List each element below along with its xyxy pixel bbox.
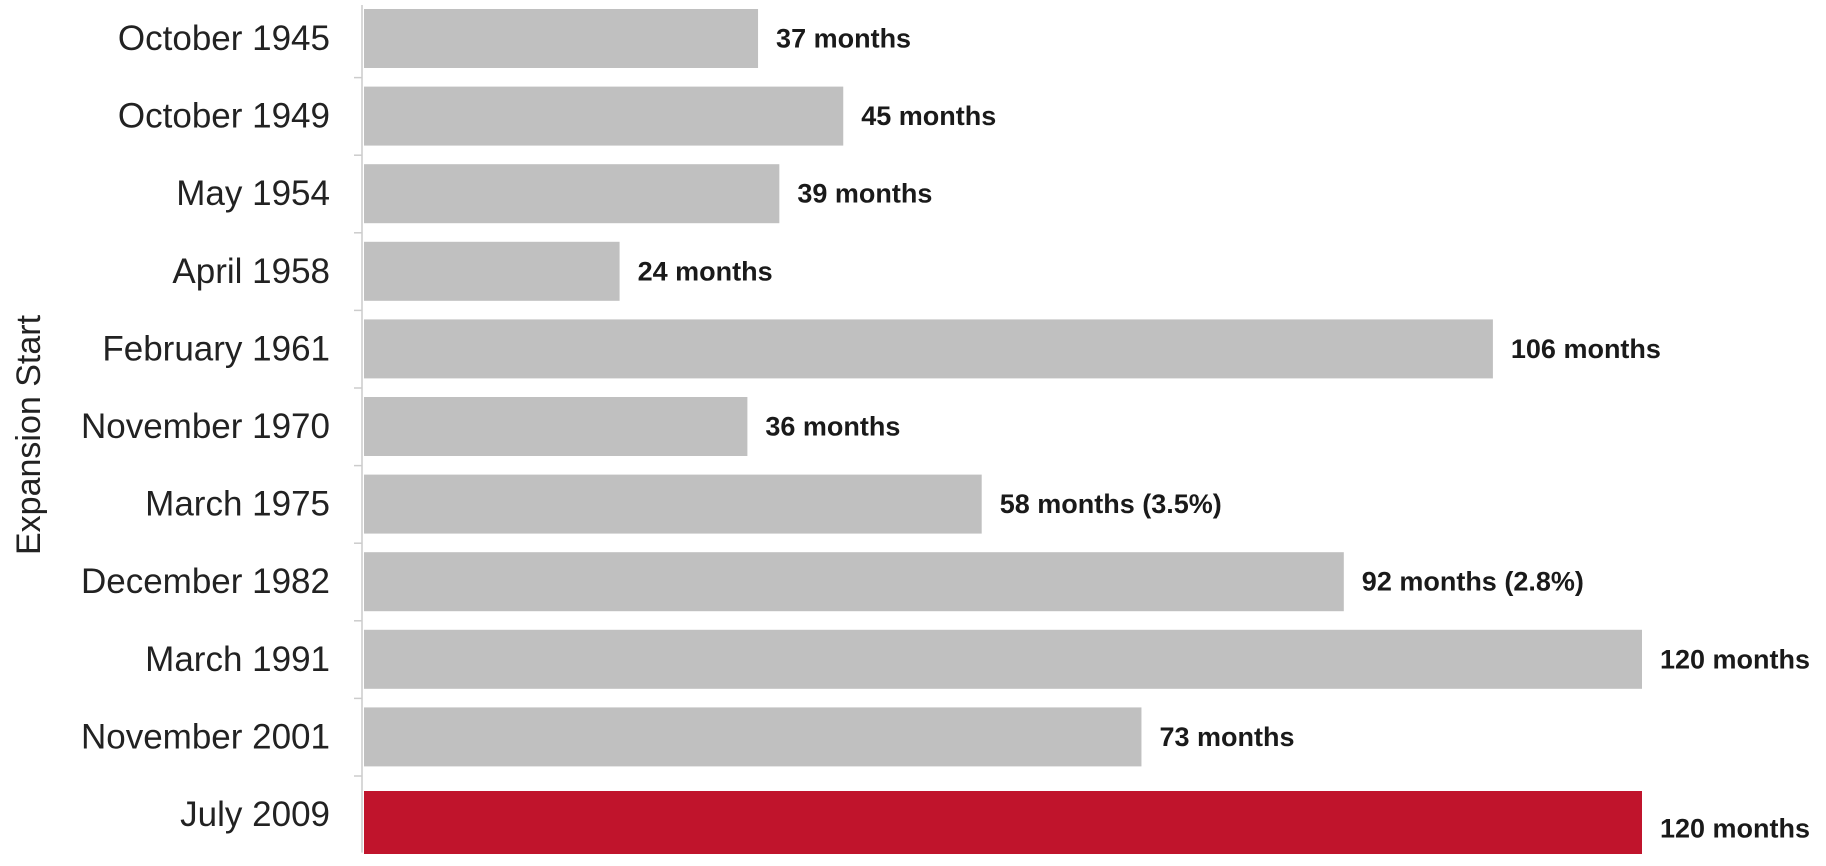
bar-data-label: 39 months [797,179,932,209]
category-tick-label: March 1991 [145,640,330,679]
category-tick-label: November 1970 [81,407,330,446]
bar [364,9,759,68]
y-axis-label: Expansion Start [10,314,48,555]
bar-data-label: 120 months [1660,644,1810,674]
bar [364,86,844,146]
bar-data-label: 37 months [776,24,911,54]
bar [364,164,780,224]
bar [364,319,1493,379]
axis-layer [354,5,363,853]
bar [364,791,1642,854]
bar-data-label: 120 months [1660,814,1810,844]
bar-data-label: 45 months [861,101,996,131]
bar-data-label: 106 months [1511,334,1661,364]
bar [364,707,1142,767]
bar-data-label: 58 months (3.5%) [1000,489,1222,519]
bar-data-label: 36 months [765,412,900,442]
bar [364,474,982,534]
category-tick-label: July 2009 [180,795,330,834]
bar [364,552,1344,612]
bar-data-label: 73 months [1159,722,1294,752]
category-tick-label: December 1982 [81,562,330,601]
category-tick-label: February 1961 [102,329,330,368]
bar [364,629,1642,689]
category-tick-label: November 2001 [81,717,330,756]
category-tick-label: March 1975 [145,485,330,524]
category-tick-label: April 1958 [172,252,330,291]
bar-data-label: 24 months [638,256,773,286]
bar-data-label: 92 months (2.8%) [1362,567,1584,597]
category-tick-label: October 1945 [118,19,330,58]
bars-layer: October 1945 37 months October 1949 45 mont… [81,9,1810,854]
category-tick-label: May 1954 [176,174,330,213]
bar [364,397,748,456]
bar [364,241,620,301]
category-tick-label: October 1949 [118,97,330,136]
